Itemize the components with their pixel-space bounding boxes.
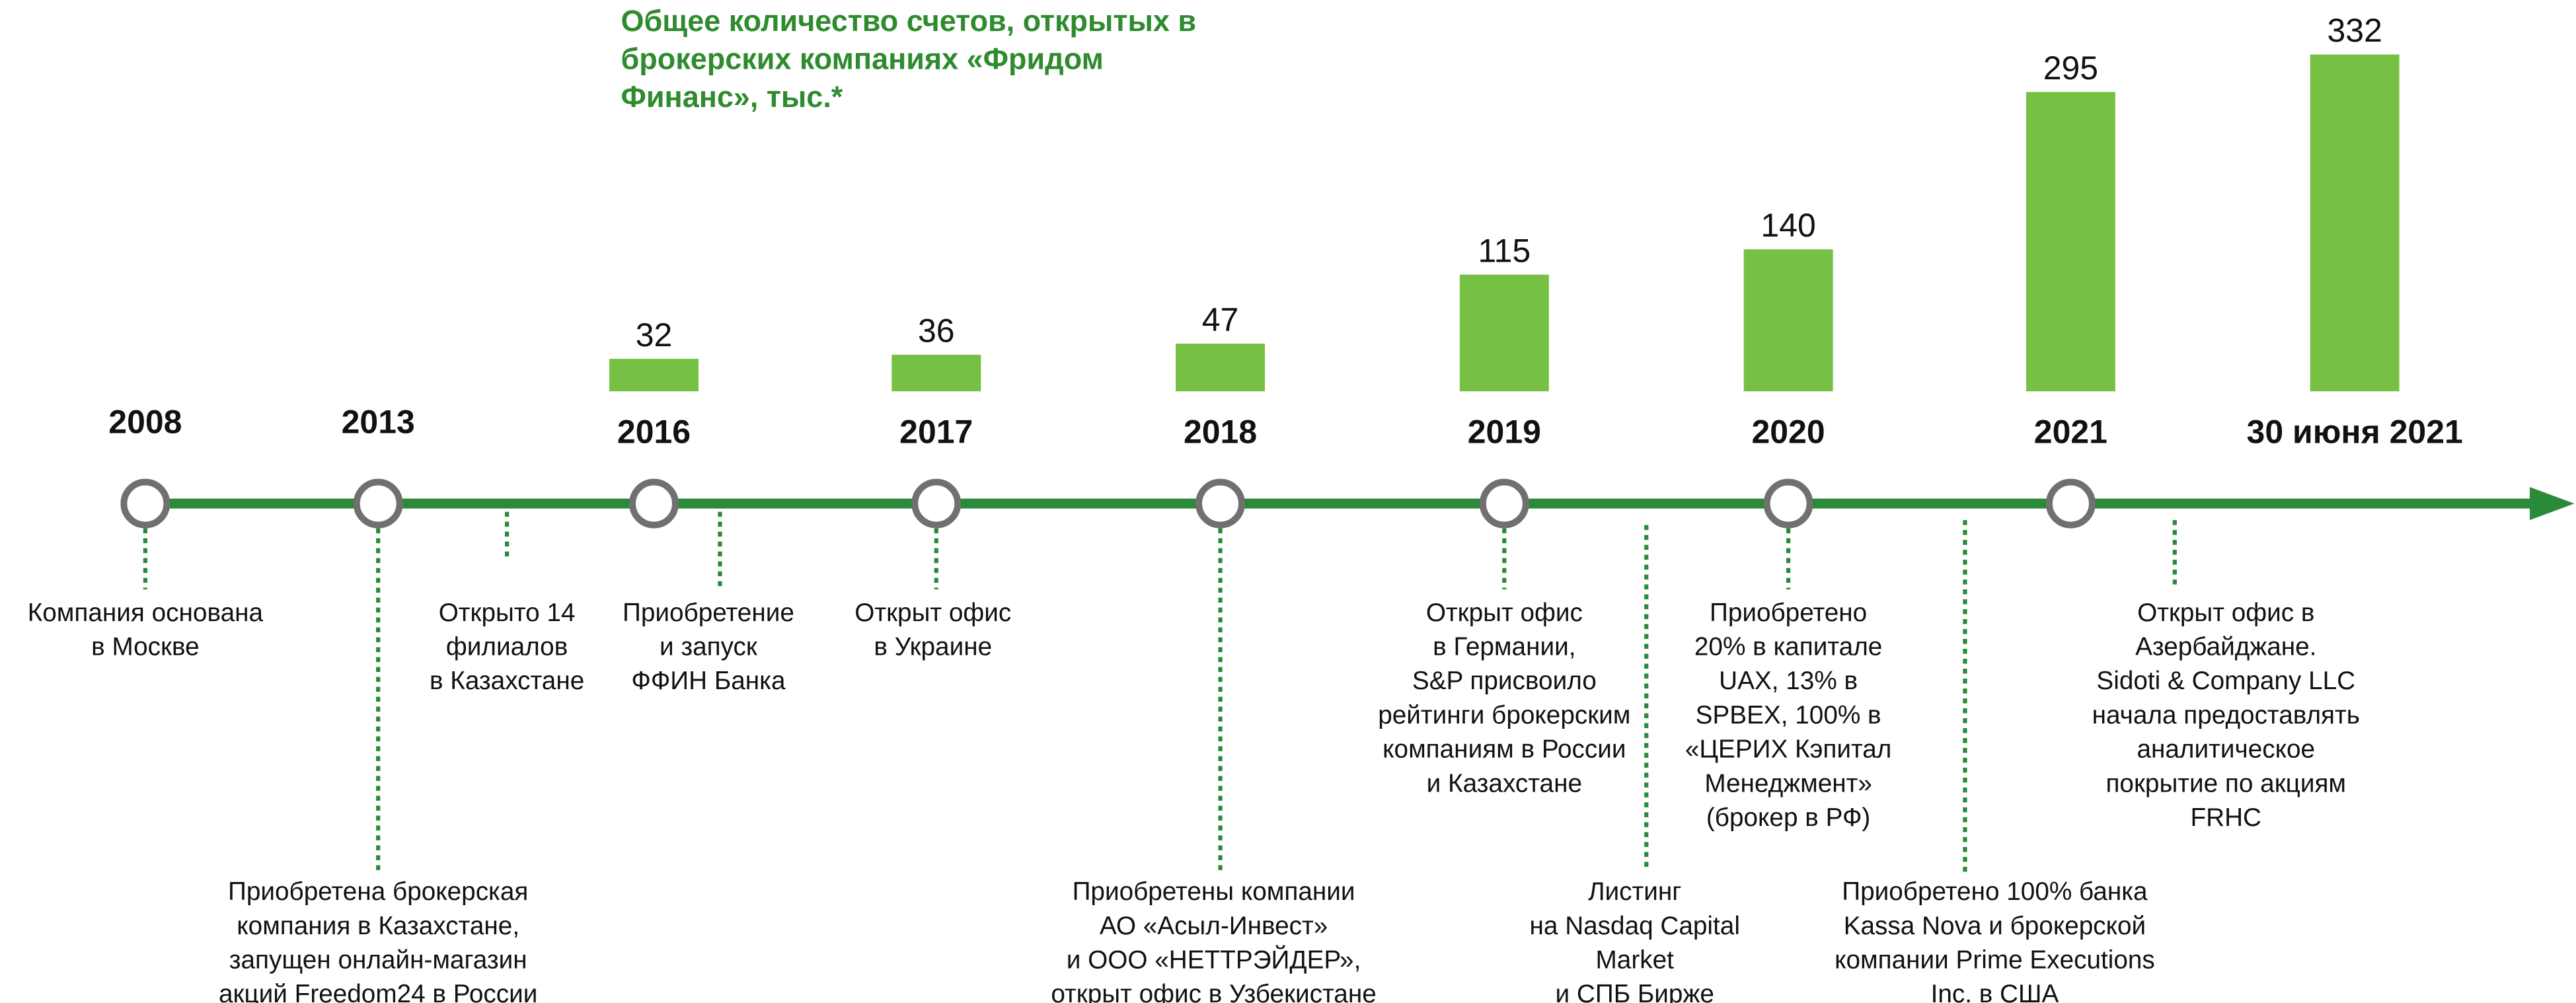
timeline-arrow: [2530, 487, 2575, 521]
bar: [2026, 92, 2115, 392]
event-text: Открыт офис: [1426, 599, 1583, 627]
event-text: UAX, 13% в: [1719, 667, 1858, 695]
bar: [1743, 249, 1833, 392]
chart-title: Финанс», тыс.*: [621, 80, 843, 114]
event-text: Приобретение: [623, 599, 794, 627]
year-label: 2018: [1184, 413, 1257, 450]
bar: [1176, 344, 1266, 392]
chart-title: Общее количество счетов, открытых в: [621, 4, 1196, 38]
event-text: Открыт офис в: [2137, 599, 2314, 627]
value-label: 47: [1202, 301, 1239, 338]
value-label: 332: [2327, 12, 2382, 49]
event-text: SPBEX, 100% в: [1696, 701, 1881, 729]
event-text: рейтинги брокерским: [1378, 701, 1630, 729]
event-text: Market: [1596, 946, 1675, 975]
event-text: FRHC: [2190, 803, 2261, 832]
milestone: [2045, 478, 2096, 529]
milestone: [1195, 478, 1246, 529]
event-text: ФФИН Банка: [631, 667, 786, 695]
event-text: и ООО «НЕТТРЭЙДЕР»,: [1067, 945, 1361, 975]
value-label: 140: [1761, 207, 1815, 244]
event-text: открыт офис в Узбекистане: [1051, 980, 1376, 1003]
event-text: Листинг: [1588, 877, 1681, 906]
milestone: [629, 478, 679, 529]
bar: [2310, 54, 2400, 392]
year-label: 2020: [1752, 413, 1825, 450]
event-text: S&P присвоило: [1412, 667, 1597, 695]
milestone: [120, 478, 170, 529]
event-text: (брокер в РФ): [1706, 803, 1870, 832]
event-text: Приобретено 100% банка: [1842, 877, 2148, 906]
event-text: компания в Казахстане,: [237, 912, 519, 940]
event-text: Inc. в США: [1931, 980, 2059, 1003]
event-text: Азербайджане.: [2135, 632, 2316, 661]
year-label: 30 июня 2021: [2247, 413, 2463, 450]
event-text: Менеджмент»: [1704, 769, 1872, 798]
value-label: 36: [918, 313, 955, 350]
event-text: компаниям в России: [1383, 735, 1626, 764]
event-text: на Nasdaq Capital: [1530, 912, 1740, 940]
event-text: филиалов: [446, 632, 568, 661]
event-text: Приобретены компании: [1073, 877, 1355, 906]
year-label: 2016: [617, 413, 691, 450]
milestone: [911, 478, 962, 529]
milestone: [353, 478, 403, 529]
event-text: в Германии,: [1433, 632, 1575, 661]
bar: [609, 359, 699, 392]
event-text: Приобретена брокерская: [228, 877, 528, 906]
event-text: Открыт офис: [854, 599, 1011, 627]
event-text: и СПБ Бирже: [1556, 980, 1714, 1003]
year-label: 2013: [342, 403, 415, 440]
year-label: 2017: [899, 413, 973, 450]
event-text: в Москве: [91, 632, 200, 661]
event-text: запущен онлайн-магазин: [229, 946, 527, 975]
milestones: [120, 478, 2096, 529]
bar: [1459, 274, 1549, 392]
event-text: Открыто 14: [439, 599, 576, 627]
event-text: покрытие по акциям: [2105, 769, 2346, 798]
event-text: «ЦЕРИХ Кэпитал: [1685, 735, 1892, 764]
event-text: и Казахстане: [1427, 769, 1582, 798]
event-text: начала предоставлять: [2092, 701, 2360, 729]
event-text: Kassa Nova и брокерской: [1844, 912, 2146, 940]
event-text: в Казахстане: [430, 667, 584, 695]
bar: [891, 354, 981, 392]
event-text: Sidoti & Company LLC: [2096, 667, 2355, 695]
event-text: и запуск: [660, 632, 758, 661]
chart-title: брокерских компаниях «Фридом: [621, 42, 1104, 75]
value-label: 115: [1478, 232, 1531, 269]
event-text: АО «Асыл-Инвест»: [1100, 912, 1328, 940]
event-text: Компания основана: [28, 599, 264, 627]
event-text: компании Prime Executions: [1835, 946, 2155, 975]
event-text: Приобретено: [1710, 599, 1867, 627]
milestone: [1479, 478, 1529, 529]
year-label: 2008: [108, 403, 182, 440]
event-text: в Украине: [874, 632, 992, 661]
value-label: 295: [2043, 50, 2098, 87]
year-label: 2019: [1468, 413, 1541, 450]
year-label: 2021: [2034, 413, 2107, 450]
milestone: [1763, 478, 1813, 529]
event-text: 20% в капитале: [1694, 632, 1882, 661]
value-label: 32: [636, 316, 673, 353]
event-text: аналитическое: [2137, 735, 2315, 764]
event-text: акций Freedom24 в России: [219, 980, 537, 1003]
